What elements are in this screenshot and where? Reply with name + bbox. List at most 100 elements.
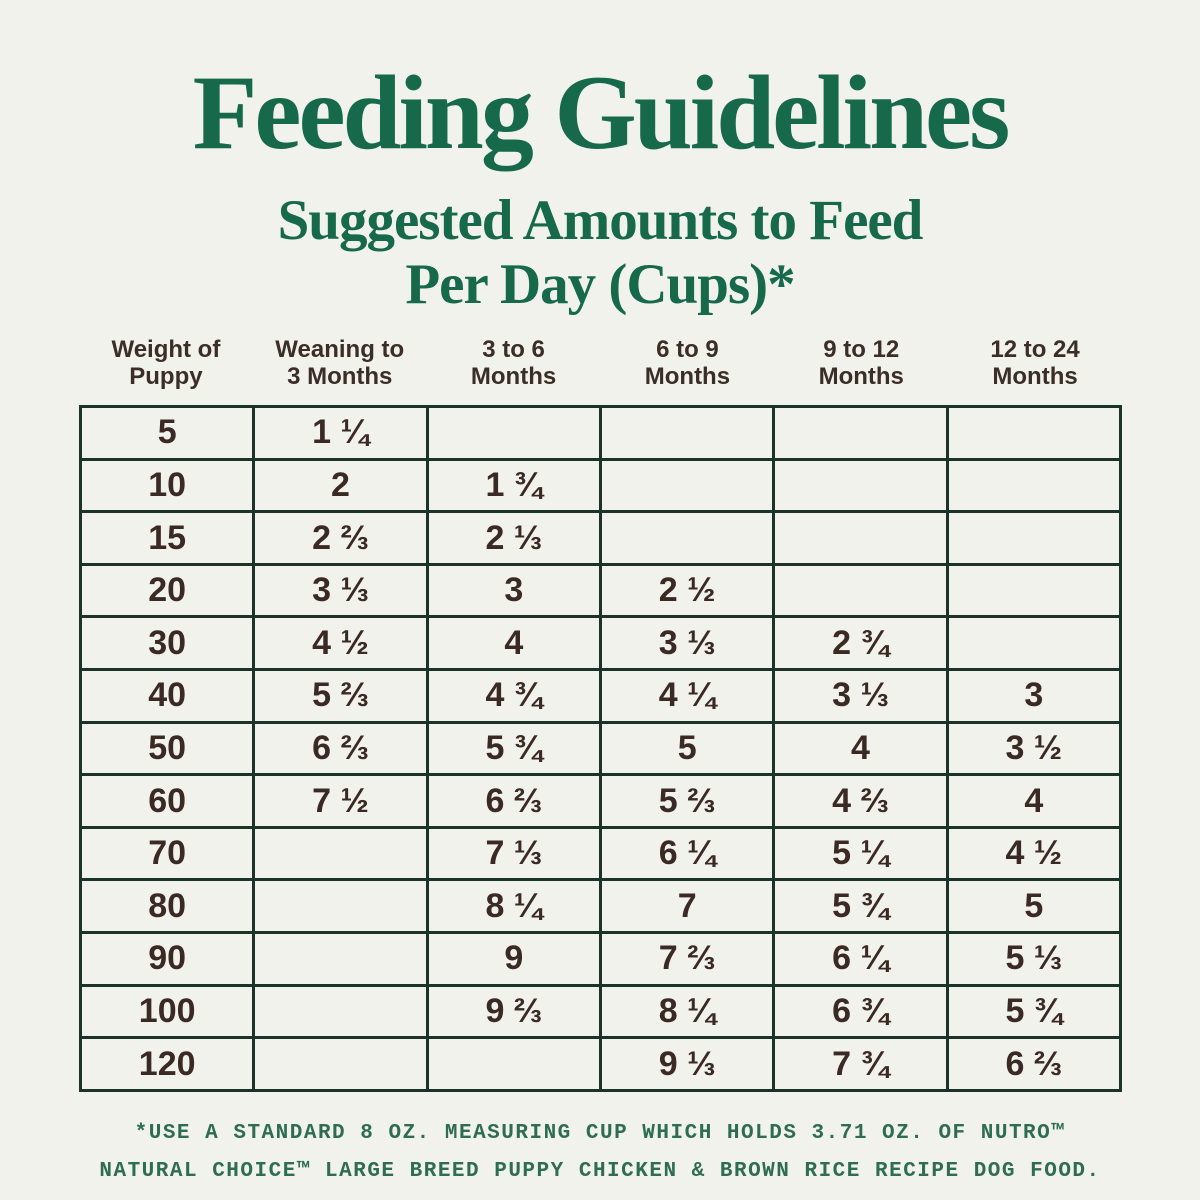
weight-cell: 30 [78,615,256,672]
column-header-line: Puppy [129,363,203,390]
value-cell: 6 ¼ [772,931,949,987]
value-cell: 4 ½ [945,825,1123,882]
value-cell: 2 [252,457,429,514]
value-cell [772,457,949,514]
value-cell: 3 [425,562,602,619]
value-cell: 7 [598,878,776,935]
value-cell: 4 ¾ [425,668,602,724]
value-cell: 5 ¼ [772,825,949,882]
column-header-line: Weight of [111,336,221,363]
value-cell: 2 ⅔ [252,510,429,566]
value-cell [252,1036,429,1092]
value-cell: 8 ¼ [425,878,602,935]
column-header-line: 3 Months [287,363,393,390]
column-header-line: 9 to 12 [823,336,900,363]
value-cell: 2 ⅓ [425,510,602,566]
value-cell: 7 ¾ [772,1036,949,1092]
value-cell: 6 ⅔ [945,1036,1123,1092]
value-cell: 3 ½ [945,720,1123,777]
value-cell [945,562,1123,619]
footnote-line-2: NATURAL CHOICE™ LARGE BREED PUPPY CHICKE… [99,1160,1101,1183]
column-header-12-24mo: 12 to 24 Months [948,336,1122,390]
column-header-line: 3 to 6 [482,336,545,363]
table-row: 10 2 1 ¾ [78,457,1123,514]
value-cell: 6 ¾ [772,983,949,1040]
value-cell: 6 ¼ [598,825,776,882]
value-cell: 5 ¾ [425,720,602,777]
value-cell: 3 [945,668,1123,724]
column-header-line: Months [644,363,731,390]
value-cell [772,405,949,461]
value-cell [945,510,1123,566]
value-cell [425,1036,602,1092]
value-cell [598,457,776,514]
column-header-weight: Weight of Puppy [79,336,253,390]
value-cell: 9 ⅔ [425,983,602,1040]
value-cell [252,931,429,987]
column-header-line: Months [818,363,904,390]
value-cell: 2 ½ [598,562,776,619]
weight-cell: 10 [78,457,256,514]
value-cell: 5 ⅔ [598,773,776,829]
column-header-9-12mo: 9 to 12 Months [774,336,948,390]
value-cell [598,405,776,461]
weight-cell: 40 [78,668,256,724]
weight-cell: 50 [78,720,256,777]
value-cell: 5 ¾ [945,983,1123,1040]
weight-cell: 60 [78,773,256,829]
value-cell: 6 ⅔ [252,720,429,777]
value-cell: 9 [425,931,602,987]
weight-cell: 80 [78,878,256,935]
value-cell [772,510,949,566]
column-header-line: Months [992,363,1078,390]
weight-cell: 90 [78,931,256,987]
weight-cell: 20 [78,562,256,619]
value-cell [598,510,776,566]
value-cell: 6 ⅔ [425,773,602,829]
footnote-line-1: *USE A STANDARD 8 OZ. MEASURING CUP WHIC… [134,1122,1066,1145]
value-cell: 8 ¼ [598,983,776,1040]
value-cell: 7 ⅔ [598,931,776,987]
subtitle-line-1: Suggested Amounts to Feed [277,189,924,252]
weight-cell: 100 [78,983,256,1040]
column-header-line: Weaning to [275,336,405,363]
value-cell: 4 ¼ [598,668,776,724]
column-header-line: Months [470,363,557,390]
value-cell: 1 ¾ [425,457,602,514]
column-header-6-9mo: 6 to 9 Months [600,336,774,390]
value-cell [945,615,1123,672]
column-header-3-6mo: 3 to 6 Months [427,336,601,390]
value-cell: 7 ½ [252,773,429,829]
subtitle-line-2: Per Day (Cups)* [405,253,795,316]
value-cell: 9 ⅓ [598,1036,776,1092]
value-cell: 5 [598,720,776,777]
value-cell: 4 ⅔ [772,773,949,829]
value-cell [252,983,429,1040]
value-cell: 4 [772,720,949,777]
value-cell [772,562,949,619]
value-cell [945,405,1123,461]
value-cell: 3 ⅓ [252,562,429,619]
page-title: Feeding Guidelines [192,54,1011,171]
weight-cell: 15 [78,510,256,566]
value-cell [425,405,602,461]
weight-cell: 5 [78,405,256,461]
value-cell: 4 [945,773,1123,829]
weight-cell: 120 [78,1036,256,1092]
value-cell: 4 [425,615,602,672]
value-cell: 3 ⅓ [772,668,949,724]
value-cell [945,457,1123,514]
